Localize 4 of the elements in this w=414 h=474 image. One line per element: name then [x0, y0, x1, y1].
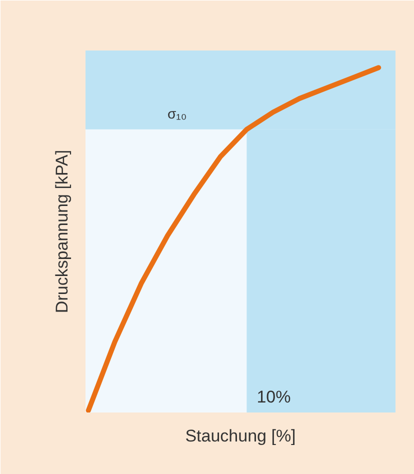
band-label: σ₁₀ — [167, 105, 187, 122]
y-axis-title: Druckspannung [kPA] — [52, 150, 72, 314]
annotation: 10% — [256, 388, 291, 406]
x-axis-title: Stauchung [%] — [185, 426, 296, 446]
